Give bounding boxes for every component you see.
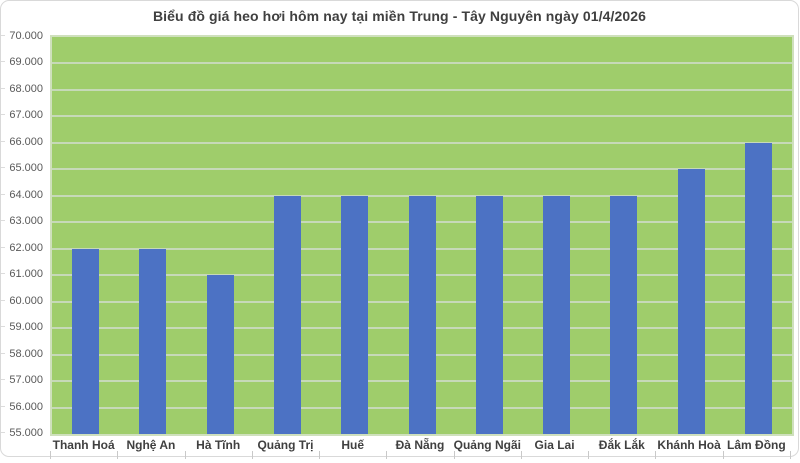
y-axis-tick-label: 55.000 (9, 427, 43, 439)
x-axis-tick-mark (386, 451, 388, 459)
y-axis-tick-mark (1, 405, 5, 407)
gridline (52, 194, 792, 197)
y-axis-tick-label: 66.000 (9, 135, 43, 148)
chart-title: Biểu đồ giá heo hơi hôm nay tại miền Tru… (152, 8, 647, 24)
gridline (52, 115, 792, 118)
y-axis-tick-label: 59.000 (9, 321, 43, 334)
y-axis-tick-mark (1, 379, 5, 381)
chart-bar (475, 195, 503, 434)
y-axis-tick-mark (1, 35, 5, 36)
x-axis-tick-mark (790, 451, 791, 459)
plot-area (50, 35, 794, 436)
x-axis-category-label: Gia Lai (534, 438, 575, 452)
x-axis-tick-mark (722, 451, 724, 459)
chart-bar (408, 195, 436, 434)
x-axis-tick-mark (453, 451, 455, 459)
x-axis-category-label: Nghệ An (126, 438, 176, 452)
y-axis-tick-mark (1, 114, 5, 116)
x-axis-category-label: Quảng Trị (257, 438, 314, 452)
x-axis-category-label: Quảng Ngãi (453, 438, 521, 452)
y-axis-tick-label: 57.000 (9, 374, 43, 387)
chart-bar (139, 248, 167, 434)
chart-bar (206, 275, 234, 434)
y-axis-tick-mark (1, 87, 5, 89)
y-axis-tick-mark (1, 167, 5, 169)
x-axis-category-label: Huế (341, 438, 365, 452)
gridline (52, 141, 792, 144)
y-axis-tick-mark (1, 299, 5, 301)
x-axis-tick-mark (251, 451, 253, 459)
chart-bar (72, 248, 100, 434)
x-axis-tick-mark (184, 451, 186, 459)
chart-bar (273, 195, 301, 434)
y-axis-tick-mark (1, 246, 5, 248)
x-axis-category-label: Thanh Hoá (52, 438, 115, 452)
chart-bar (610, 195, 638, 434)
y-axis-tick-label: 61.000 (9, 268, 43, 281)
x-axis-tick-mark (588, 451, 590, 459)
gridline (52, 88, 792, 91)
y-axis-tick-mark (1, 193, 5, 195)
y-axis-tick-label: 67.000 (9, 109, 43, 122)
y-axis-tick-mark (1, 432, 5, 433)
chart-bar (744, 142, 772, 434)
y-axis-tick-label: 63.000 (9, 215, 43, 228)
x-axis-category-label: Đắk Lắk (598, 438, 645, 452)
gridline (52, 168, 792, 171)
y-axis-tick-label: 68.000 (9, 82, 43, 95)
y-axis-tick-label: 64.000 (9, 188, 43, 201)
y-axis-tick-label: 69.000 (9, 56, 43, 69)
x-axis-tick-mark (520, 451, 522, 459)
chart-bar (543, 195, 571, 434)
x-axis-category-label: Đà Nẵng (395, 438, 445, 452)
y-axis-tick-label: 65.000 (9, 162, 43, 175)
x-axis-category-label: Khánh Hoà (657, 438, 721, 452)
y-axis-tick-mark (1, 326, 5, 328)
y-axis-tick-mark (1, 273, 5, 275)
y-axis-tick-mark (1, 352, 5, 354)
y-axis-tick-mark (1, 61, 5, 63)
y-axis-tick-label: 62.000 (9, 241, 43, 254)
x-axis-tick-mark (655, 451, 657, 459)
chart-bar (677, 169, 705, 434)
x-axis-tick-mark (117, 451, 119, 459)
gridline (52, 62, 792, 65)
x-axis-tick-mark (319, 451, 321, 459)
x-axis-tick-mark (50, 451, 51, 459)
y-axis-tick-label: 60.000 (9, 294, 43, 307)
y-axis-tick-mark (1, 220, 5, 222)
y-axis-tick-label: 70.000 (9, 30, 43, 42)
y-axis-tick-label: 56.000 (9, 400, 43, 413)
y-axis-tick-mark (1, 140, 5, 142)
x-axis-category-label: Lâm Đồng (727, 438, 786, 452)
chart-bar (341, 195, 369, 434)
y-axis-tick-label: 58.000 (9, 347, 43, 360)
x-axis-category-label: Hà Tĩnh (196, 438, 241, 452)
